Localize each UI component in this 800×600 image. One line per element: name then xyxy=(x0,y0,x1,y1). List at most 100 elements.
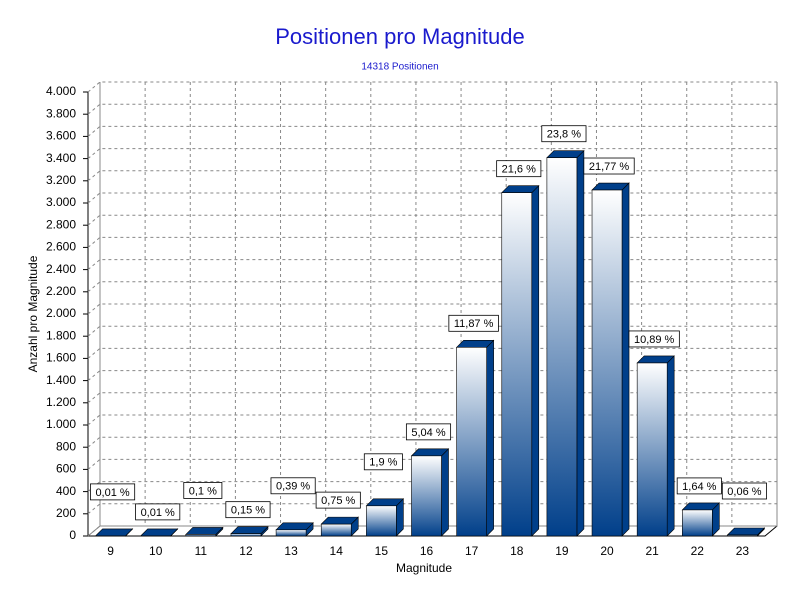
x-tick-label: 18 xyxy=(510,544,524,558)
x-tick-label: 22 xyxy=(691,544,705,558)
y-tick-label: 1.600 xyxy=(46,351,76,365)
value-label-box xyxy=(541,125,587,143)
bar-front xyxy=(366,505,397,537)
bar xyxy=(455,339,495,537)
bar-top xyxy=(410,448,450,457)
value-label-box xyxy=(496,160,542,178)
x-tick-label: 11 xyxy=(195,544,208,558)
bar-front xyxy=(636,362,668,537)
value-label-box xyxy=(628,330,680,348)
y-tick-label: 2.200 xyxy=(46,284,76,298)
y-tick-label: 1.800 xyxy=(46,328,76,342)
y-tick-label: 800 xyxy=(56,439,76,453)
bar xyxy=(636,355,675,537)
bar-front xyxy=(727,534,758,537)
bar xyxy=(410,448,450,537)
value-label-box xyxy=(315,491,361,509)
bar-front xyxy=(275,529,307,537)
y-tick-label: 3.400 xyxy=(46,151,76,165)
bar-top xyxy=(455,340,495,348)
y-tick-label: 600 xyxy=(56,462,76,476)
grid-line xyxy=(87,170,777,182)
value-label-box xyxy=(721,482,767,500)
grid-line xyxy=(87,81,777,93)
bar xyxy=(320,516,359,537)
bar xyxy=(185,526,224,537)
y-tick-label: 2.600 xyxy=(46,240,76,254)
bar-top xyxy=(275,522,314,531)
bar-front xyxy=(546,157,578,537)
value-label-box xyxy=(448,314,499,332)
bar xyxy=(94,528,134,537)
grid-line xyxy=(87,125,777,137)
y-tick-label: 1.000 xyxy=(46,417,76,431)
bar-top xyxy=(139,528,179,537)
bar-front xyxy=(681,509,713,537)
y-tick-label: 1.400 xyxy=(46,373,76,387)
bar xyxy=(230,525,269,537)
value-label: 0,01 % xyxy=(141,507,175,519)
x-tick-label: 13 xyxy=(284,544,298,558)
y-tick-label: 200 xyxy=(56,506,76,520)
value-label-box xyxy=(183,482,223,499)
bar-top xyxy=(636,355,675,364)
value-label-box xyxy=(676,477,722,495)
y-tick-label: 2.800 xyxy=(46,217,76,231)
bar-front xyxy=(501,192,533,537)
value-label-box xyxy=(405,423,452,441)
bar xyxy=(591,182,630,537)
value-label: 0,01 % xyxy=(95,487,129,499)
x-tick-label: 17 xyxy=(465,544,479,558)
value-label: 21,6 % xyxy=(502,164,536,176)
value-label-box xyxy=(363,453,403,471)
bar-top xyxy=(230,526,269,534)
bar-side xyxy=(576,149,585,537)
bar-front xyxy=(411,455,442,537)
value-label: 0,75 % xyxy=(321,495,355,507)
bar-side xyxy=(531,184,540,537)
bar xyxy=(681,502,721,537)
value-label-box xyxy=(225,501,271,519)
y-tick-label: 2.000 xyxy=(46,306,76,320)
bar-side xyxy=(621,182,630,537)
grid-line xyxy=(87,148,777,159)
value-label-box xyxy=(90,483,136,501)
bar-top xyxy=(185,527,224,535)
value-label: 21,77 % xyxy=(589,161,630,173)
bar xyxy=(501,184,540,537)
x-axis-label: Magnitude xyxy=(396,561,452,575)
x-tick-label: 21 xyxy=(645,544,659,558)
bar-top xyxy=(365,498,405,507)
bar-front xyxy=(320,523,352,537)
bar-top xyxy=(546,150,585,159)
bar-top xyxy=(94,528,134,537)
y-tick-label: 0 xyxy=(69,528,76,542)
chart-subtitle: 14318 Positionen xyxy=(361,62,438,73)
y-tick-label: 3.000 xyxy=(46,195,76,209)
bar-top xyxy=(501,185,540,193)
value-label: 0,15 % xyxy=(231,505,265,517)
bar xyxy=(365,498,405,537)
y-tick-label: 3.200 xyxy=(46,173,76,187)
bar-side xyxy=(666,355,675,537)
value-label-box xyxy=(270,477,316,495)
value-label: 11,87 % xyxy=(454,318,494,330)
grid-line xyxy=(87,192,777,204)
bar-side xyxy=(441,448,449,537)
x-tick-label: 15 xyxy=(375,544,389,558)
grid-line xyxy=(87,303,777,315)
y-tick-label: 400 xyxy=(56,484,76,498)
bar-front xyxy=(456,346,487,537)
x-tick-label: 23 xyxy=(736,544,750,558)
bar-top xyxy=(726,527,766,536)
x-tick-label: 10 xyxy=(149,544,163,558)
x-tick-label: 14 xyxy=(330,544,344,558)
value-label: 1,9 % xyxy=(369,457,397,469)
bar-front xyxy=(230,533,262,537)
y-axis-label: Anzahl pro Magnitude xyxy=(26,255,40,372)
grid-line xyxy=(87,214,777,226)
y-tick-label: 2.400 xyxy=(46,262,76,276)
x-tick-label: 9 xyxy=(107,544,114,558)
grid-line xyxy=(87,281,777,293)
value-label: 1,64 % xyxy=(682,481,716,493)
